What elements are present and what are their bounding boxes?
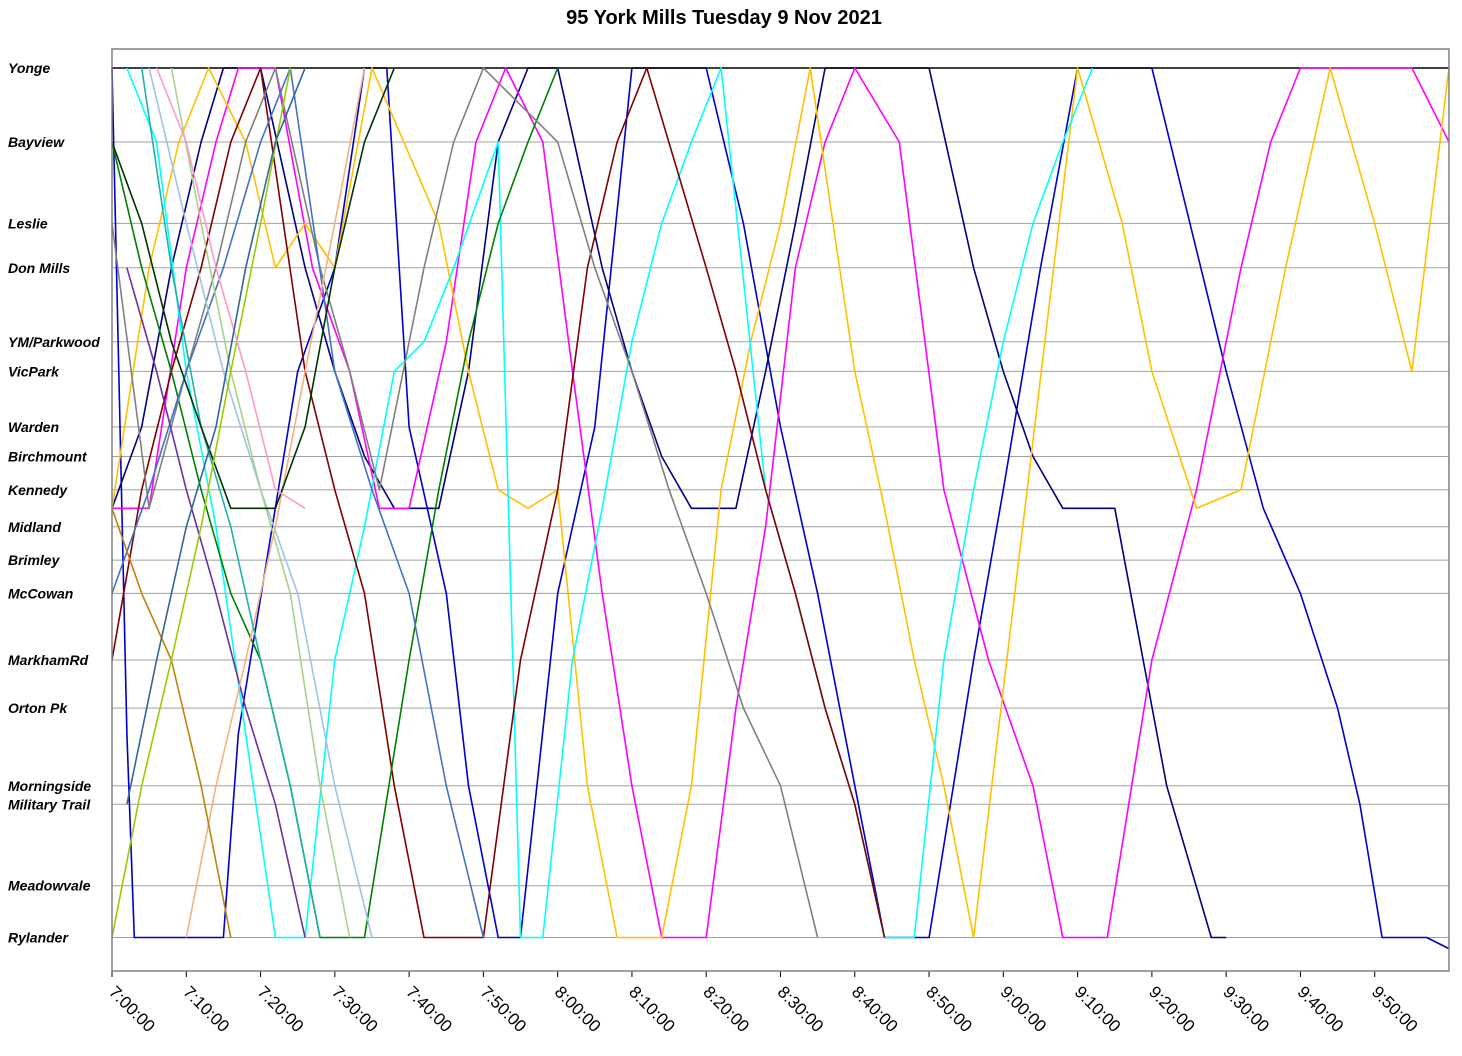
x-tick-labels: 7:00:00 7:10:00 7:20:00 7:30:00 7:40:00 7:50:…	[105, 971, 1421, 1036]
trip-line	[170, 67, 351, 938]
trip-line	[111, 67, 819, 938]
trip-line	[111, 67, 396, 510]
stop-label: Midland	[8, 519, 61, 535]
trip-line	[111, 67, 292, 938]
stop-label: Orton Pk	[8, 700, 68, 716]
x-tick-label: 7:30:00	[328, 982, 382, 1036]
trip-line	[155, 67, 306, 509]
stop-label: Leslie	[8, 215, 48, 231]
stop-label: McCowan	[8, 585, 73, 601]
stop-labels: Yonge Bayview Leslie Don Mills YM/Parkwood Vi…	[8, 60, 100, 946]
x-tick-label: 9:00:00	[997, 982, 1051, 1036]
x-tick-label: 8:20:00	[699, 982, 753, 1036]
x-tick-label: 7:00:00	[105, 982, 159, 1036]
stop-label: Morningside	[8, 778, 91, 794]
trip-line	[140, 67, 321, 938]
trip-line	[111, 67, 1450, 939]
x-tick-label: 9:10:00	[1071, 982, 1125, 1036]
x-tick-label: 8:00:00	[551, 982, 605, 1036]
stop-label: Military Trail	[8, 796, 91, 812]
trip-line	[111, 67, 1227, 939]
stop-label: Meadowvale	[8, 878, 91, 894]
x-tick-label: 8:30:00	[774, 982, 828, 1036]
x-tick-label: 9:50:00	[1368, 982, 1422, 1036]
plot-frame	[111, 48, 1450, 972]
trip-line	[112, 67, 1450, 939]
x-tick-label: 7:10:00	[179, 982, 233, 1036]
trip-lines	[111, 67, 1450, 950]
x-tick-label: 7:50:00	[477, 982, 531, 1036]
trip-line	[126, 267, 306, 938]
x-tick-label: 8:40:00	[848, 982, 902, 1036]
trip-line	[111, 67, 1450, 950]
x-tick-label: 7:40:00	[402, 982, 456, 1036]
x-tick-label: 7:20:00	[254, 982, 308, 1036]
x-tick-label: 9:20:00	[1145, 982, 1199, 1036]
stop-label: Bayview	[8, 134, 65, 150]
stop-label: Yonge	[8, 60, 50, 76]
chart-title: 95 York Mills Tuesday 9 Nov 2021	[566, 7, 882, 29]
gridlines	[112, 67, 1449, 938]
stop-label: VicPark	[8, 363, 60, 379]
stop-label: Kennedy	[8, 482, 68, 498]
x-tick-label: 9:40:00	[1294, 982, 1348, 1036]
stop-label: Brimley	[8, 552, 61, 568]
trip-line	[111, 67, 886, 939]
x-tick-label: 9:30:00	[1219, 982, 1273, 1036]
trip-line	[111, 508, 232, 938]
stop-label: Don Mills	[8, 260, 70, 276]
stop-label: Rylander	[8, 930, 69, 946]
trip-line	[126, 67, 1094, 939]
trip-line	[126, 67, 306, 805]
stop-label: MarkhamRd	[8, 652, 89, 668]
x-tick-label: 8:10:00	[625, 982, 679, 1036]
trip-line	[185, 67, 366, 938]
stop-label: Warden	[8, 419, 59, 435]
stop-label: YM/Parkwood	[8, 334, 100, 350]
x-tick-label: 8:50:00	[922, 982, 976, 1036]
stop-label: Birchmount	[8, 449, 88, 465]
